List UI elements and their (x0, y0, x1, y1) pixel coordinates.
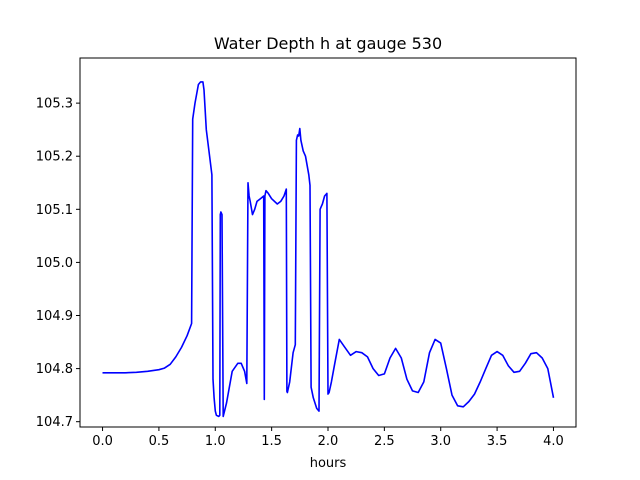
y-tick-label: 104.9 (36, 309, 73, 324)
series-line-0 (102, 81, 555, 418)
y-tick-label: 105.3 (36, 97, 73, 112)
x-tick-label: 1.5 (261, 434, 282, 449)
y-tick-label: 104.7 (36, 415, 73, 430)
y-tick-label: 105.2 (36, 150, 73, 165)
x-tick-label: 2.5 (374, 434, 395, 449)
x-axis-label: hours (310, 456, 347, 471)
x-tick-label: 4.0 (543, 434, 564, 449)
y-tick-label: 105.1 (36, 203, 73, 218)
x-tick-label: 0.5 (149, 434, 170, 449)
y-tick-label: 105.0 (36, 256, 73, 271)
y-tick-label: 104.8 (36, 362, 73, 377)
x-tick-label: 2.0 (318, 434, 339, 449)
plot-area: 0.0 0.5 1.0 1.5 2.0 2.5 3.0 3.5 4.0 104.7 104.8 104… (36, 57, 577, 449)
x-tick-label: 1.0 (205, 434, 226, 449)
x-tick-label: 0.0 (92, 434, 113, 449)
chart-title: Water Depth h at gauge 530 (214, 34, 442, 53)
x-tick-label: 3.5 (487, 434, 508, 449)
x-tick-label: 3.0 (430, 434, 451, 449)
